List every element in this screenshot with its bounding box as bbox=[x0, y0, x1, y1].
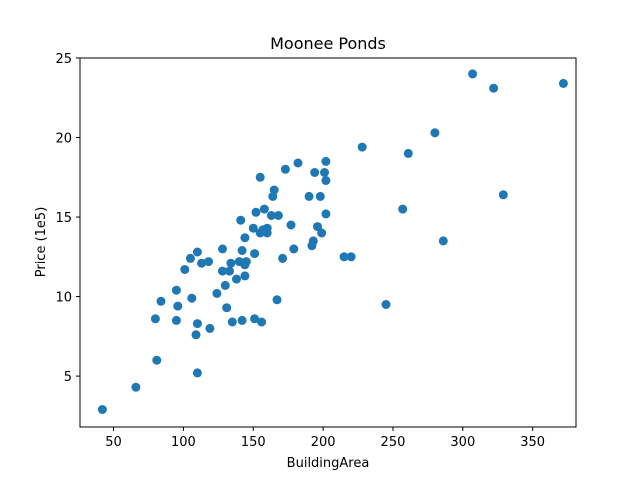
scatter-point-61 bbox=[315, 191, 325, 201]
scatter-point-43 bbox=[259, 204, 269, 214]
scatter-point-2 bbox=[152, 355, 162, 365]
scatter-point-53 bbox=[286, 220, 296, 230]
scatter-point-48 bbox=[269, 185, 279, 195]
scatter-point-74 bbox=[438, 236, 448, 246]
scatter-point-55 bbox=[293, 158, 303, 168]
scatter-point-17 bbox=[205, 323, 215, 333]
y-tick-label-1: 10 bbox=[55, 291, 72, 306]
scatter-point-65 bbox=[321, 156, 331, 166]
scatter-point-16 bbox=[204, 257, 213, 267]
x-tick-label-4: 250 bbox=[381, 435, 406, 450]
scatter-point-30 bbox=[237, 315, 247, 325]
y-axis-ticks: 5 10 15 20 25 bbox=[55, 52, 80, 385]
scatter-point-3 bbox=[150, 314, 160, 324]
scatter-point-32 bbox=[240, 271, 250, 281]
scatter-point-26 bbox=[232, 274, 241, 284]
scatter-point-24 bbox=[226, 258, 236, 268]
scatter-point-58 bbox=[308, 236, 318, 246]
y-axis-label: Price (1e5) bbox=[34, 207, 49, 278]
chart-title: Moonee Ponds bbox=[270, 34, 386, 53]
scatter-point-38 bbox=[251, 207, 261, 217]
x-tick-label-6: 350 bbox=[520, 435, 545, 450]
scatter-point-59 bbox=[310, 168, 320, 177]
scatter-point-78 bbox=[558, 78, 568, 88]
y-tick-label-4: 25 bbox=[55, 52, 72, 67]
x-tick-label-0: 50 bbox=[105, 435, 122, 450]
scatter-point-12 bbox=[192, 319, 202, 329]
scatter-point-66 bbox=[321, 209, 331, 219]
scatter-points bbox=[97, 69, 568, 414]
scatter-point-64 bbox=[321, 176, 331, 185]
scatter-point-54 bbox=[289, 244, 299, 254]
scatter-point-22 bbox=[222, 303, 232, 313]
scatter-point-37 bbox=[250, 249, 260, 259]
scatter-point-62 bbox=[317, 228, 327, 238]
y-tick-label-0: 5 bbox=[64, 370, 72, 385]
scatter-point-36 bbox=[250, 314, 260, 324]
scatter-point-76 bbox=[489, 83, 499, 93]
y-tick-label-2: 15 bbox=[55, 211, 72, 226]
x-tick-label-5: 300 bbox=[450, 435, 475, 450]
scatter-point-6 bbox=[171, 285, 181, 295]
scatter-point-46 bbox=[266, 211, 276, 220]
scatter-point-77 bbox=[498, 190, 508, 200]
scatter-point-67 bbox=[339, 252, 349, 262]
scatter-point-72 bbox=[403, 148, 413, 158]
scatter-point-7 bbox=[173, 301, 183, 311]
scatter-point-23 bbox=[225, 266, 234, 276]
scatter-point-5 bbox=[171, 315, 181, 325]
scatter-point-33 bbox=[240, 233, 250, 243]
scatter-point-73 bbox=[430, 128, 440, 138]
scatter-point-70 bbox=[381, 300, 391, 309]
plot-frame bbox=[79, 57, 577, 428]
scatter-point-75 bbox=[468, 69, 478, 79]
scatter-point-50 bbox=[273, 211, 283, 220]
scatter-point-9 bbox=[185, 253, 195, 263]
y-tick-label-3: 20 bbox=[55, 132, 72, 147]
scatter-point-35 bbox=[248, 223, 258, 233]
scatter-point-68 bbox=[346, 252, 356, 262]
scatter-point-13 bbox=[192, 247, 202, 257]
scatter-point-1 bbox=[131, 382, 141, 392]
scatter-point-0 bbox=[97, 405, 107, 414]
scatter-point-71 bbox=[398, 204, 408, 214]
scatter-point-45 bbox=[262, 228, 272, 238]
scatter-point-51 bbox=[278, 253, 288, 263]
scatter-point-49 bbox=[272, 295, 282, 305]
scatter-point-4 bbox=[156, 296, 166, 306]
scatter-point-15 bbox=[197, 258, 207, 268]
x-tick-label-2: 150 bbox=[241, 435, 266, 450]
scatter-point-56 bbox=[304, 191, 314, 201]
scatter-point-21 bbox=[220, 280, 230, 290]
scatter-point-29 bbox=[237, 246, 247, 255]
scatter-point-11 bbox=[191, 330, 201, 340]
x-tick-label-1: 100 bbox=[171, 435, 196, 450]
scatter-point-69 bbox=[357, 142, 367, 152]
scatter-point-60 bbox=[313, 222, 322, 232]
scatter-point-41 bbox=[257, 317, 267, 327]
scatter-point-8 bbox=[180, 265, 190, 274]
x-tick-label-3: 200 bbox=[311, 435, 336, 450]
scatter-point-18 bbox=[212, 288, 222, 298]
scatter-point-28 bbox=[236, 215, 246, 225]
scatter-point-10 bbox=[187, 293, 197, 303]
scatter-point-52 bbox=[280, 164, 290, 174]
x-axis-label: BuildingArea bbox=[287, 456, 370, 471]
scatter-point-20 bbox=[218, 244, 227, 254]
scatter-point-14 bbox=[192, 368, 202, 378]
scatter-point-34 bbox=[241, 257, 251, 267]
scatter-point-63 bbox=[320, 168, 329, 177]
x-axis-ticks: 50 100 150 200 250 300 350 bbox=[105, 427, 545, 450]
scatter-point-39 bbox=[255, 172, 265, 182]
scatter-point-19 bbox=[218, 266, 227, 276]
scatter-point-25 bbox=[227, 317, 237, 327]
